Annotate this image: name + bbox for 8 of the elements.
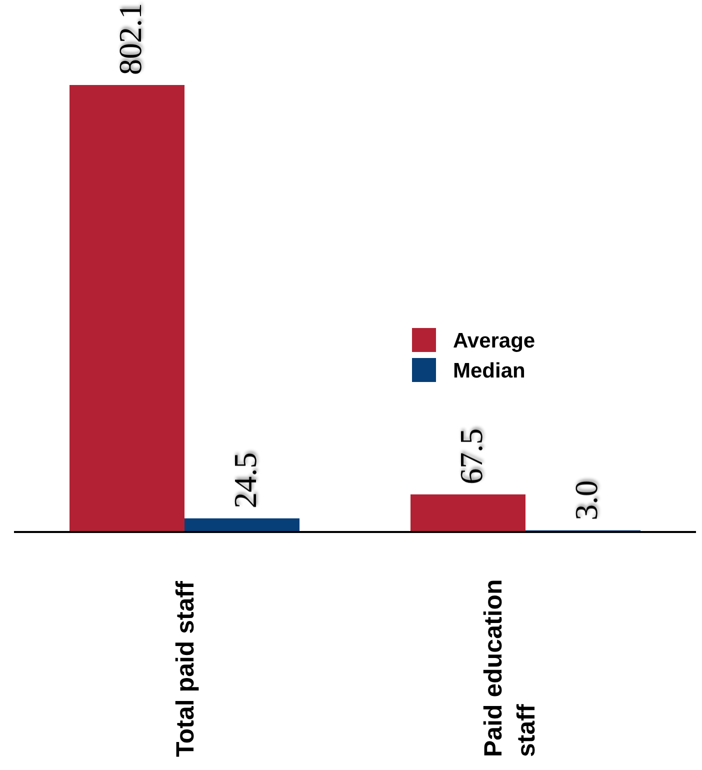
data-label: 3.0 [568, 480, 604, 520]
x-tick-label: Paid education staff [479, 579, 540, 757]
legend-label: Average [453, 329, 536, 352]
data-label: 24.5 [227, 452, 264, 508]
legend-label: Median [453, 359, 526, 382]
x-tick-label: Total paid staff [171, 580, 200, 757]
data-label: 67.5 [453, 428, 490, 484]
data-label: 802.1 [112, 3, 148, 75]
